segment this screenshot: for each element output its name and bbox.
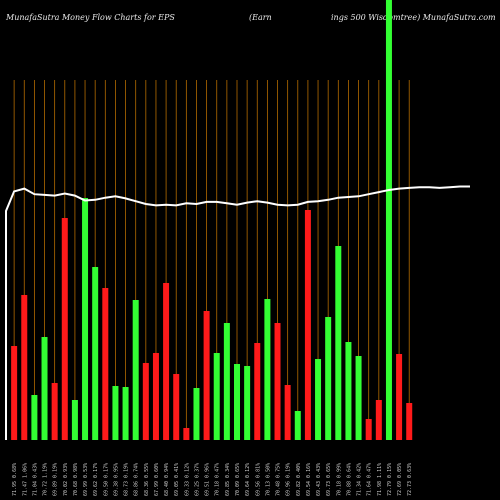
x-tick-label: 69.73 0.65%	[326, 463, 332, 496]
x-tick-label: 71.47 1.06%	[22, 463, 28, 496]
x-tick-label: 70.18 0.47%	[215, 463, 221, 496]
x-tick-label: 71.95 0.68%	[12, 463, 18, 496]
x-tick-label: 72.73 0.63%	[407, 463, 413, 496]
x-tick-label: 71.04 0.43%	[32, 463, 38, 496]
x-tick-label: 70.02 0.93%	[63, 463, 69, 496]
x-tick-label: 69.89 0.19%	[53, 463, 59, 496]
chart-title-middle-a: (Earn	[249, 13, 272, 22]
x-tick-label: 69.50 0.17%	[103, 463, 109, 496]
bar-1	[11, 346, 18, 440]
bar-20	[203, 311, 210, 440]
x-tick-label: 69.85 0.34%	[225, 463, 231, 496]
bar-15	[152, 353, 159, 440]
bar-33	[335, 246, 342, 440]
x-tick-label: 70.88 0.64%	[346, 463, 352, 496]
x-tick-label: 69.25 0.37%	[194, 463, 200, 496]
bar-21	[213, 353, 220, 440]
bar-23	[234, 364, 240, 440]
x-tick-label: 69.99 0.53%	[83, 463, 89, 496]
bar-34	[345, 342, 352, 440]
x-tick-label: 69.82 0.40%	[296, 463, 302, 496]
x-tick-label: 68.73 0.19%	[124, 463, 130, 496]
bar-17	[173, 374, 180, 440]
bar-24	[244, 366, 251, 440]
x-tick-label: 69.51 0.96%	[205, 463, 211, 496]
bar-3	[31, 395, 38, 440]
bar-12	[122, 387, 129, 440]
x-tick-label: 70.48 0.75%	[276, 463, 282, 496]
x-tick-label: 70.72 1.19%	[43, 463, 49, 496]
chart-title-left: MunafaSutra Money Flow Charts for EPS	[6, 13, 175, 22]
bar-14	[142, 363, 149, 440]
x-tick-label: 68.86 0.74%	[134, 463, 140, 496]
bar-8	[82, 198, 89, 440]
bar-32	[325, 317, 332, 440]
bar-27	[274, 323, 281, 440]
x-tick-label: 72.69 0.05%	[397, 463, 403, 496]
bar-19	[193, 388, 200, 440]
x-tick-label: 69.05 0.41%	[174, 463, 180, 496]
bar-28	[284, 385, 291, 440]
x-tick-label: 69.54 0.16%	[306, 463, 312, 496]
bar-9	[92, 267, 99, 440]
bar-4	[41, 337, 48, 440]
x-tick-label: 70.68 0.98%	[73, 463, 79, 496]
x-tick-label: 69.64 0.12%	[245, 463, 251, 496]
bar-29	[294, 411, 301, 440]
x-tick-label: 69.38 0.95%	[113, 463, 119, 496]
bar-7	[71, 400, 78, 440]
price-line	[5, 185, 470, 440]
bar-13	[132, 300, 139, 440]
bar-36	[365, 419, 372, 440]
x-tick-label: 71.34 0.42%	[357, 463, 363, 496]
x-tick-label: 70.18 0.99%	[336, 463, 342, 496]
bar-26	[264, 299, 271, 440]
x-tick-label: 67.99 0.60%	[154, 463, 160, 496]
x-tick-label: 70.09 0.65%	[235, 463, 241, 496]
x-tick-label: 68.36 0.55%	[144, 463, 150, 496]
bar-11	[112, 386, 119, 440]
bar-10	[102, 288, 109, 440]
bar-39	[396, 354, 403, 440]
x-tick-label: 72.79 0.15%	[387, 463, 393, 496]
bar-37	[375, 400, 382, 440]
bar-16	[163, 283, 170, 440]
bar-2	[21, 295, 28, 440]
x-tick-labels: 71.95 0.68% 71.47 1.06% 71.04 0.43% 70.72 1…	[12, 463, 413, 496]
x-tick-label: 68.40 0.94%	[164, 463, 170, 496]
x-tick-label: 71.98 1.11%	[377, 463, 383, 496]
bar-31	[315, 359, 322, 440]
bar-40	[406, 403, 413, 440]
price-line-group	[5, 185, 470, 440]
x-tick-label: 71.64 0.47%	[367, 463, 373, 496]
x-tick-label: 69.96 0.19%	[286, 463, 292, 496]
x-tick-label: 69.43 0.43%	[316, 463, 322, 496]
bar-25	[254, 343, 261, 440]
x-tick-label: 69.56 0.81%	[255, 463, 261, 496]
bars	[11, 0, 413, 440]
chart-title-middle-b: ings 500 Wisdomtree) MunafaSutra.com	[331, 13, 496, 22]
bar-18	[183, 428, 190, 440]
bar-30	[304, 210, 311, 440]
bar-22	[223, 323, 230, 440]
bar-5	[51, 383, 58, 440]
x-tick-label: 70.13 0.50%	[265, 463, 271, 496]
bar-35	[355, 356, 362, 440]
x-tick-label: 69.33 0.12%	[184, 463, 190, 496]
bar-6	[61, 218, 68, 440]
x-tick-label: 69.62 0.17%	[93, 463, 99, 496]
bar-38	[385, 0, 392, 440]
chart-title: MunafaSutra Money Flow Charts for EPS (E…	[0, 13, 500, 27]
